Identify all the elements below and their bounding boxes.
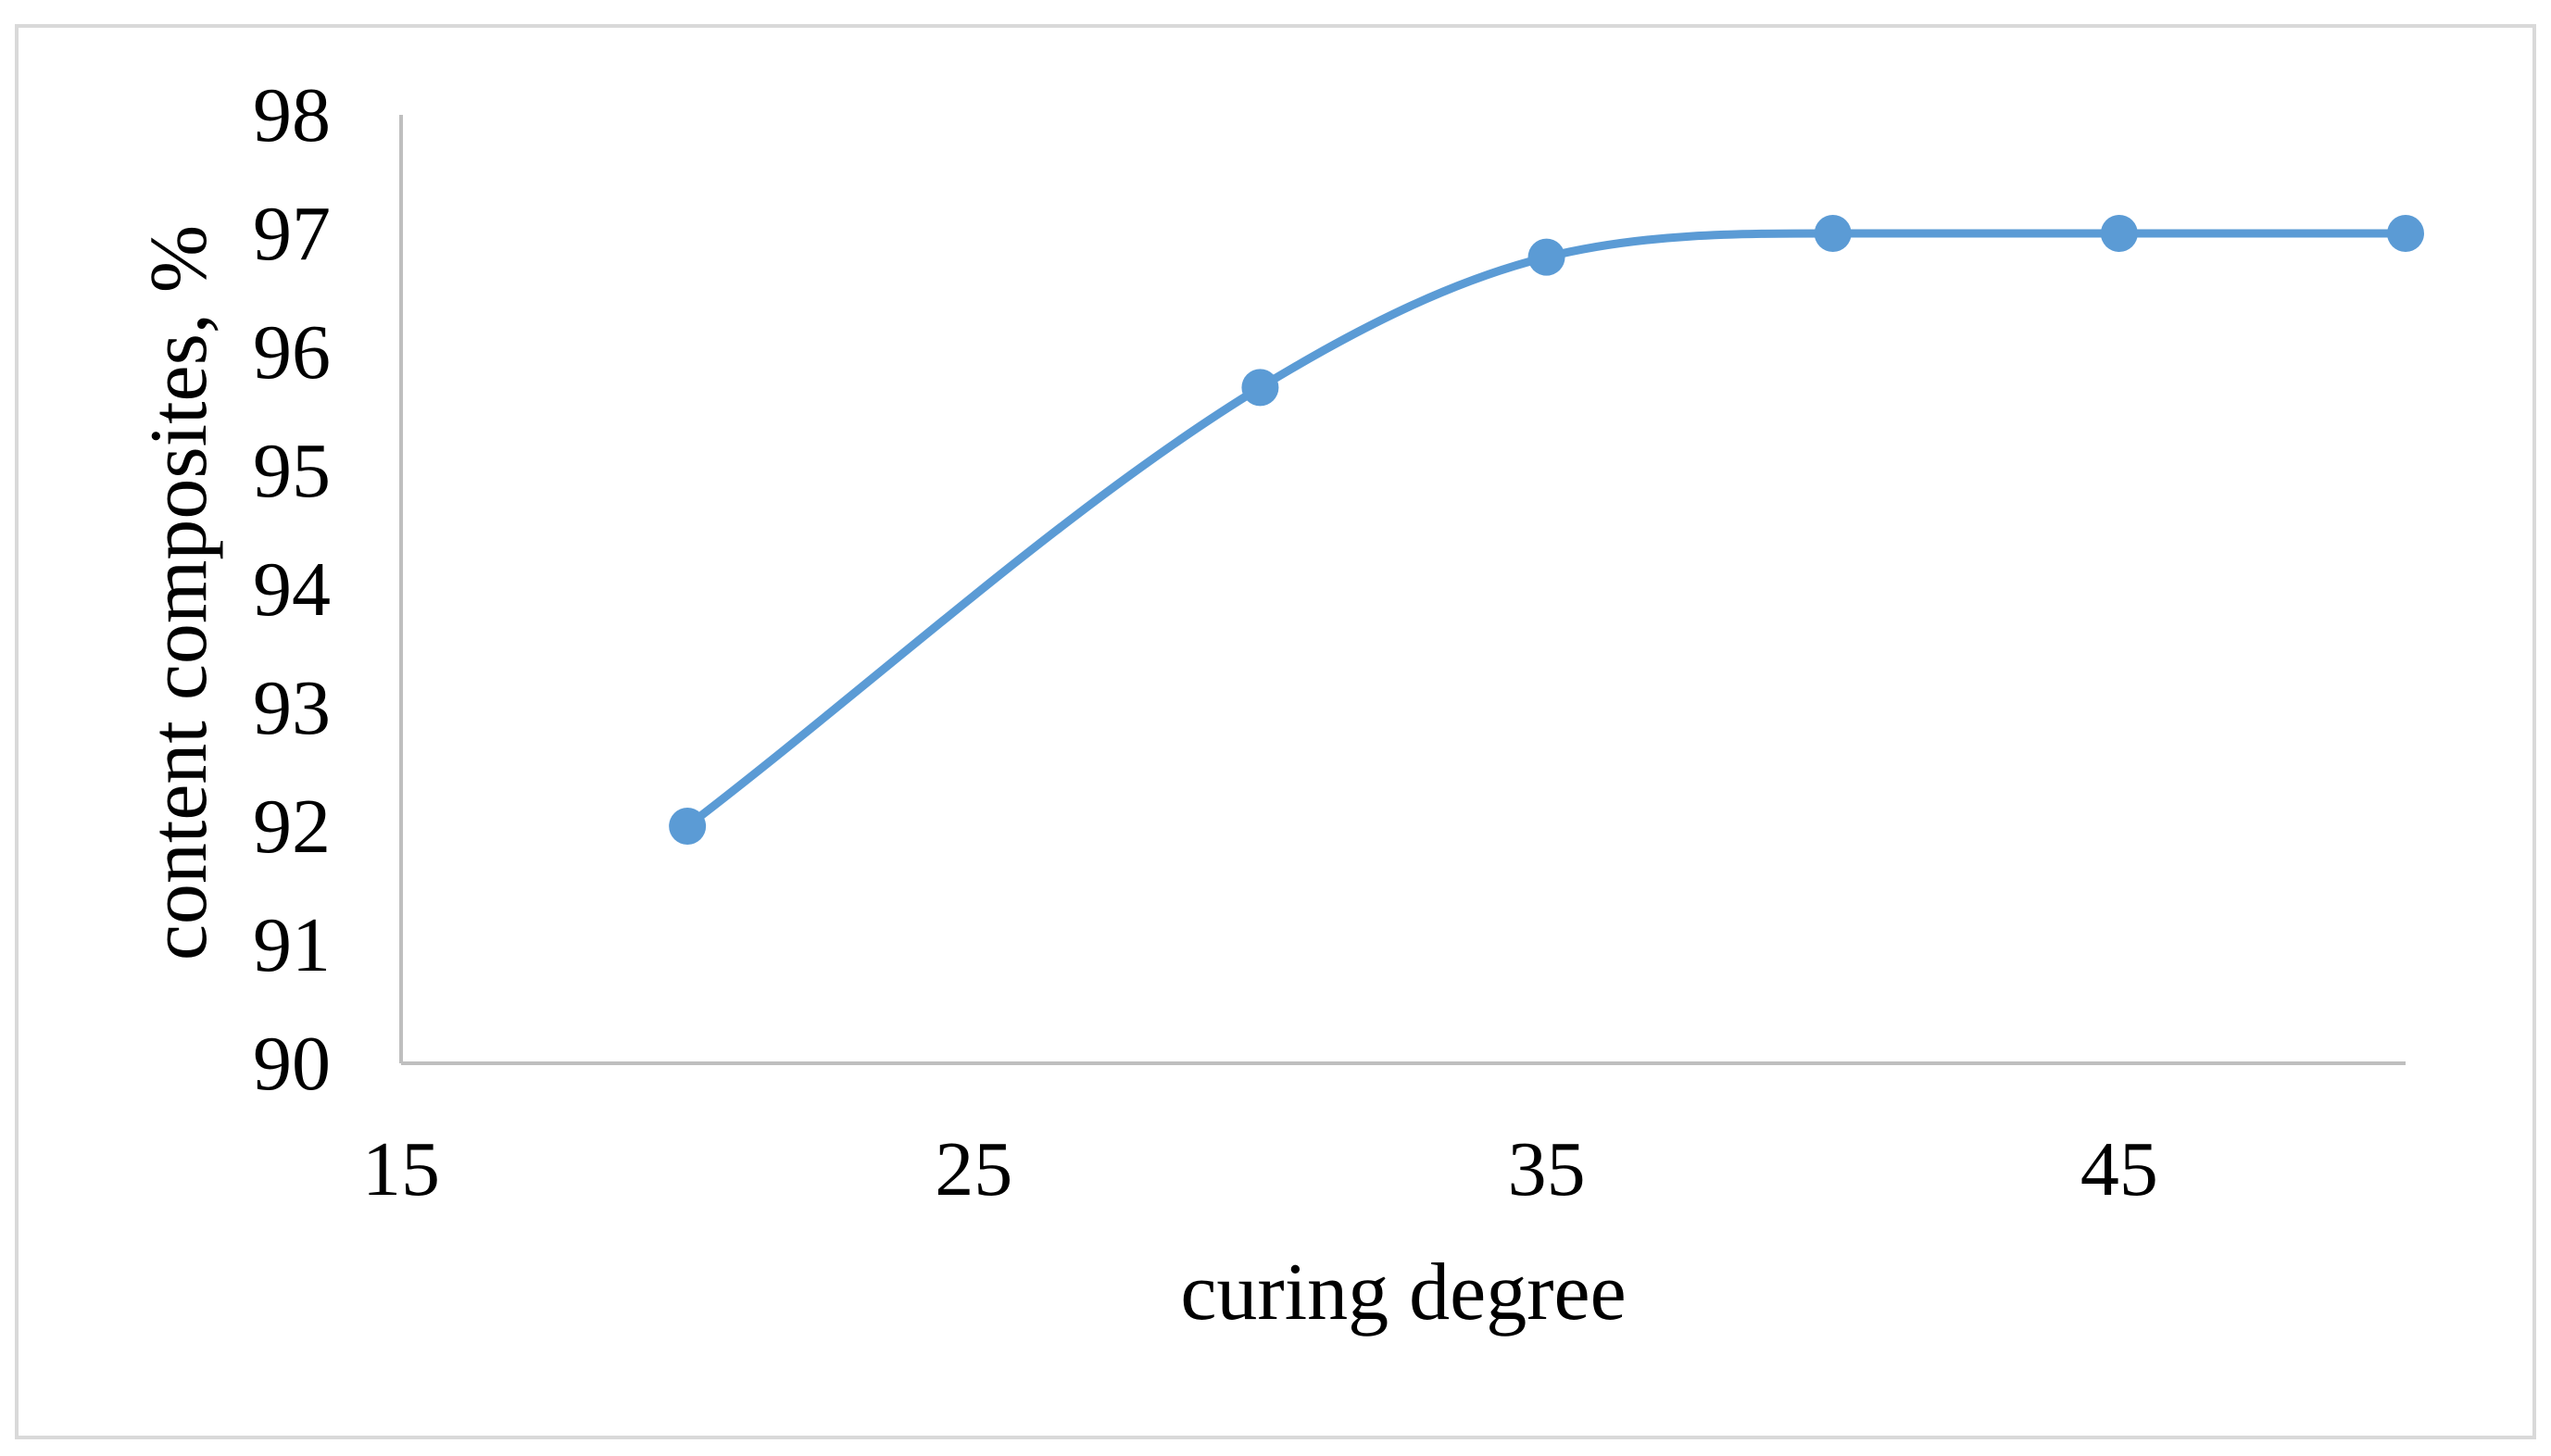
- y-tick-label: 91: [253, 902, 331, 988]
- y-tick-label: 95: [253, 428, 331, 514]
- y-tick-label: 93: [253, 665, 331, 751]
- data-point: [669, 808, 707, 845]
- data-point: [2387, 215, 2424, 252]
- data-point: [1814, 215, 1852, 252]
- y-tick-label: 98: [253, 72, 331, 158]
- y-tick-label: 92: [253, 784, 331, 870]
- chart-border: [15, 24, 2536, 1439]
- data-point: [1527, 238, 1565, 276]
- x-tick-label: 25: [935, 1126, 1012, 1212]
- y-tick-label: 97: [253, 191, 331, 277]
- y-axis-title: content composites, %: [134, 225, 224, 960]
- x-axis-ticks: 15 25 35 45: [362, 1126, 2158, 1212]
- data-point: [2100, 215, 2138, 252]
- x-tick-label: 35: [1508, 1126, 1586, 1212]
- x-tick-label: 15: [362, 1126, 440, 1212]
- x-tick-label: 45: [2080, 1126, 2158, 1212]
- y-tick-label: 94: [253, 546, 331, 633]
- data-point: [1241, 369, 1279, 407]
- series-points: [669, 215, 2424, 845]
- y-tick-label: 96: [253, 309, 331, 395]
- x-axis-title: curing degree: [1180, 1248, 1626, 1337]
- y-tick-label: 90: [253, 1021, 331, 1107]
- y-axis-ticks: 90 91 92 93 94 95 96 97 98: [253, 72, 331, 1107]
